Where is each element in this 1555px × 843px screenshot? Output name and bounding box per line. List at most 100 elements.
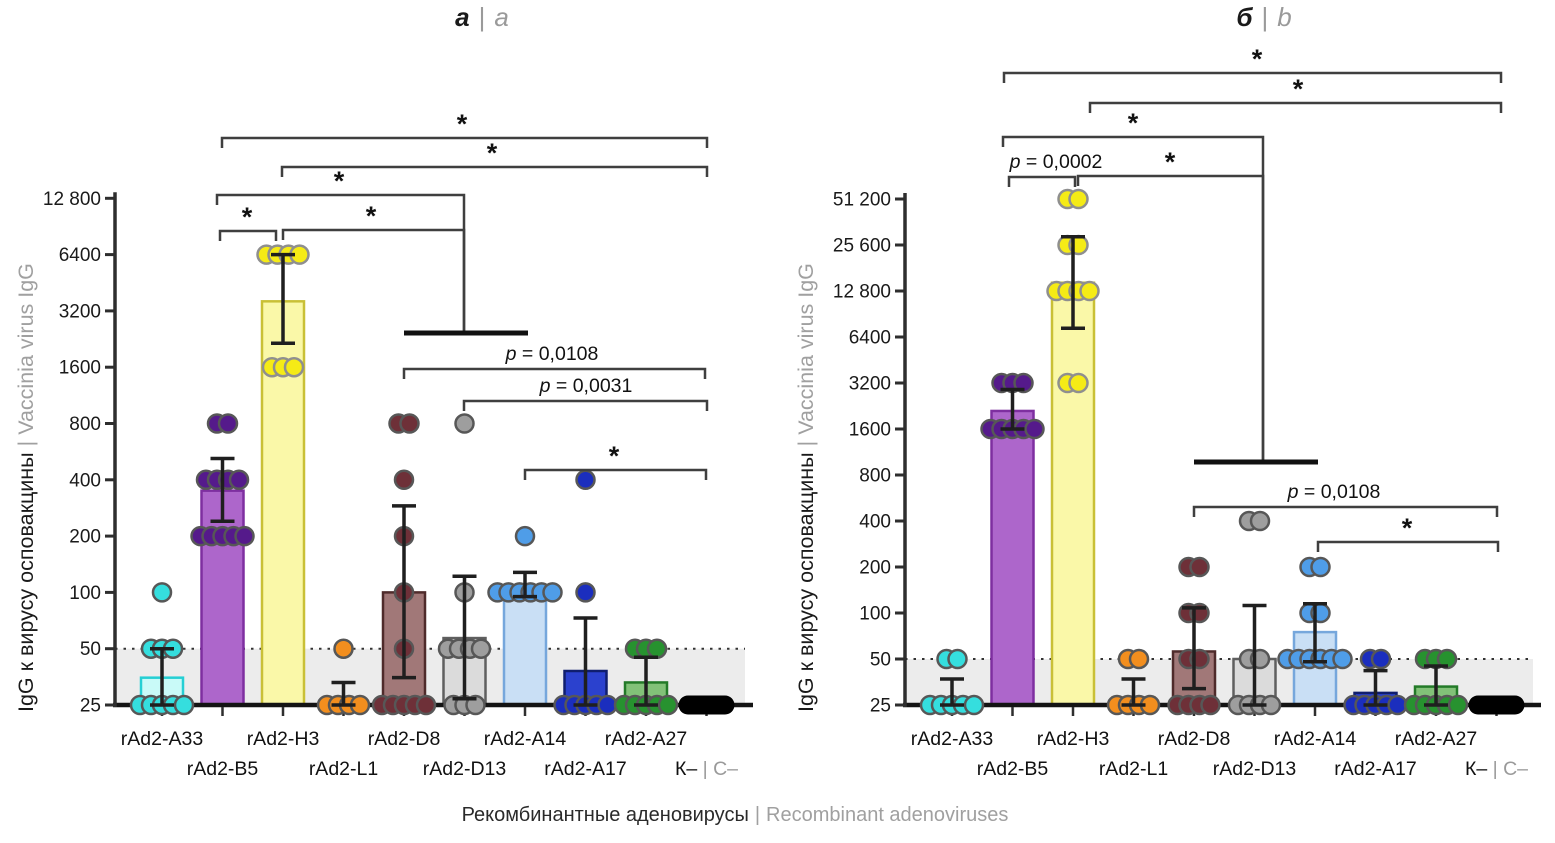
panel-b-letter-ru: б [1236, 2, 1253, 32]
data-point [542, 582, 563, 603]
panel-a-points-rAd2-B5 [190, 413, 255, 547]
panel-b-errorbar-rAd2-A27 [1424, 664, 1448, 707]
y-tick-label: 1600 [849, 420, 891, 441]
data-point [415, 694, 437, 716]
data-point [151, 582, 173, 603]
significance-bracket [1088, 101, 1503, 113]
significance-bracket [215, 193, 466, 333]
panel-a-points-rAd2-D8 [371, 413, 437, 716]
panel-a-title: а | a [412, 2, 552, 33]
x-category-label: rAd2-A27 [605, 728, 687, 750]
y-tick-label: 400 [859, 512, 891, 533]
x-axis-title-separator: | [754, 804, 761, 826]
panel-b-bar-rAd2-H3 [1050, 281, 1096, 707]
panel-a-points-К– | C– [678, 695, 735, 715]
x-category-label: rAd2-A14 [1274, 728, 1357, 750]
data-point [947, 648, 968, 670]
y-tick-label: 25 [80, 696, 101, 717]
y-tick-label: 50 [80, 639, 101, 660]
data-point [1436, 648, 1458, 670]
data-point [575, 582, 596, 603]
data-point [1310, 556, 1331, 578]
data-point [1068, 188, 1089, 210]
data-point [1200, 694, 1221, 716]
data-point [333, 638, 354, 659]
data-point [228, 469, 250, 491]
panel-b-errorbar-rAd2-H3 [1061, 234, 1085, 331]
panel-b-errorbar-rAd2-B5 [1000, 387, 1025, 431]
panel-b-letter-en: b [1277, 2, 1292, 32]
data-point [1128, 648, 1150, 670]
y-tick-label: 6400 [849, 328, 891, 349]
panel-a-bar-rAd2-A14 [502, 587, 548, 707]
x-category-label: rAd2-H3 [247, 728, 320, 750]
data-point [399, 413, 420, 434]
x-category-label: rAd2-D8 [1158, 728, 1231, 750]
y-axis-title-en: Vaccinia virus IgG [14, 263, 38, 435]
significance-star: * [609, 441, 620, 471]
data-point [1013, 372, 1034, 394]
data-point [1447, 694, 1469, 716]
panel-a-letter-en: a [494, 2, 509, 32]
y-tick-label: 100 [859, 604, 891, 625]
data-point [963, 694, 985, 716]
data-point [514, 525, 536, 547]
panel-b-errorbar-rAd2-A17 [1363, 668, 1388, 707]
y-tick-label: 50 [870, 650, 891, 671]
x-category-label: rAd2-H3 [1037, 728, 1110, 750]
significance-bracket [218, 229, 278, 241]
panel-b-errorbar-rAd2-D13 [1242, 603, 1267, 707]
data-point [283, 356, 305, 378]
significance-star: * [1293, 74, 1304, 104]
significance-bracket [1001, 135, 1265, 462]
significance-p-value: p = 0,0002 [1009, 151, 1103, 173]
panel-b-errorbar-rAd2-L1 [1121, 677, 1146, 707]
x-category-label: К– | C– [1465, 758, 1528, 780]
panel-b-title: б | b [1194, 2, 1334, 33]
y-tick-label: 12 800 [833, 282, 891, 303]
x-category-label: rAd2-B5 [187, 758, 259, 780]
data-point [470, 638, 492, 659]
x-axis-title-ru: Рекомбинантные аденовирусы [461, 804, 749, 826]
significance-bracket [402, 367, 707, 379]
x-category-label: rAd2-A17 [544, 758, 626, 780]
significance-bracket [281, 228, 466, 333]
y-tick-label: 200 [69, 527, 101, 548]
significance-star: * [487, 138, 498, 168]
x-category-label: rAd2-A33 [911, 728, 993, 750]
significance-bracket [1192, 505, 1499, 517]
panel-b: 25 50 100 200 400 800 1600 3200 6400 12 800 25 600… [833, 44, 1541, 780]
y-axis-title-separator: | [794, 440, 818, 447]
significance-star: * [1402, 513, 1413, 543]
panel-a-errorbar-rAd2-B5 [210, 456, 235, 524]
y-tick-label: 400 [69, 470, 101, 491]
negative-control-points [678, 695, 735, 715]
y-tick-label: 12 800 [43, 189, 101, 210]
panel-b-bar-rAd2-B5 [990, 409, 1035, 707]
x-category-label: rAd2-A27 [1395, 728, 1477, 750]
panel-b-errorbar-rAd2-A14 [1303, 601, 1327, 664]
y-axis-title-ru: IgG к вирусу осповакцины [14, 452, 38, 712]
panel-a-errorbar-rAd2-A17 [573, 616, 598, 707]
data-point [217, 413, 239, 434]
y-tick-label: 100 [69, 583, 101, 604]
significance-star: * [457, 109, 468, 139]
x-category-label: rAd2-B5 [977, 758, 1049, 780]
y-tick-label: 25 [870, 696, 891, 717]
data-point [1024, 418, 1045, 440]
data-point [1068, 372, 1089, 394]
panel-a-errorbar-rAd2-L1 [331, 680, 356, 707]
panel-a-errorbar-rAd2-D13 [452, 574, 477, 701]
data-point [173, 694, 195, 716]
x-axis-title-en: Recombinant adenoviruses [766, 804, 1009, 826]
y-tick-label: 25 600 [833, 236, 891, 257]
data-point [1332, 648, 1353, 670]
panel-a-errorbar-rAd2-A14 [513, 570, 537, 599]
data-point [465, 694, 486, 716]
significance-p-value: p = 0,0108 [505, 343, 599, 365]
significance-p-value: p = 0,0031 [539, 375, 633, 397]
significance-bracket [1076, 174, 1265, 462]
x-category-label: rAd2-L1 [1099, 758, 1168, 780]
y-tick-label: 200 [859, 558, 891, 579]
significance-bracket [523, 468, 708, 480]
